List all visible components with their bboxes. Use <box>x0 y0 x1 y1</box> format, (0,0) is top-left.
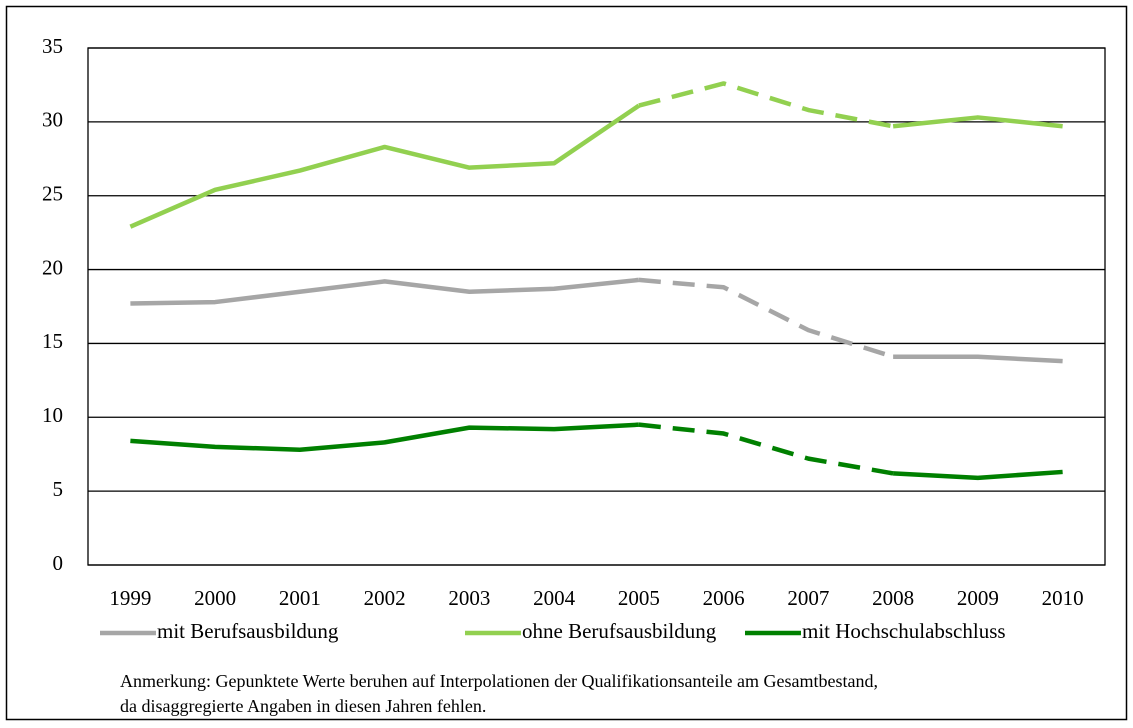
x-tick-label: 2001 <box>279 586 321 610</box>
x-tick-label: 1999 <box>109 586 151 610</box>
plot-border <box>87 47 1106 566</box>
legend-label: mit Berufsausbildung <box>157 619 339 643</box>
series-line <box>130 277 640 306</box>
y-tick-label: 10 <box>42 403 63 427</box>
x-tick-label: 2008 <box>872 586 914 610</box>
note: Anmerkung: Gepunktete Werte beruhen auf … <box>120 671 878 691</box>
y-tick-label: 15 <box>42 329 63 353</box>
x-tick-label: 2002 <box>364 586 406 610</box>
series-line <box>893 469 1063 481</box>
x-tick-label: 2007 <box>787 586 829 610</box>
y-tick-label: 20 <box>42 255 63 279</box>
y-tick-label: 30 <box>42 108 63 132</box>
x-tick-label: 2000 <box>194 586 236 610</box>
legend-label: mit Hochschulabschluss <box>802 619 1006 643</box>
x-tick-label: 2010 <box>1042 586 1084 610</box>
y-tick-label: 0 <box>53 551 64 575</box>
x-tick-label: 2003 <box>448 586 490 610</box>
series-line <box>129 103 641 229</box>
y-tick-label: 5 <box>53 477 64 501</box>
x-tick-label: 2009 <box>957 586 999 610</box>
x-tick-label: 2005 <box>618 586 660 610</box>
series-line <box>893 354 1063 364</box>
x-tick-label: 2004 <box>533 586 576 610</box>
series-line <box>130 422 639 453</box>
legend-label: ohne Berufsausbildung <box>522 619 717 643</box>
x-tick-label: 2006 <box>703 586 745 610</box>
series-line <box>638 422 894 476</box>
series-line <box>638 277 894 359</box>
note: da disaggregierte Angaben in diesen Jahr… <box>120 696 486 716</box>
series-line <box>638 81 894 129</box>
y-tick-label: 25 <box>42 182 63 206</box>
frame <box>5 5 1128 721</box>
series-line <box>892 115 1063 129</box>
y-tick-label: 35 <box>42 34 63 58</box>
